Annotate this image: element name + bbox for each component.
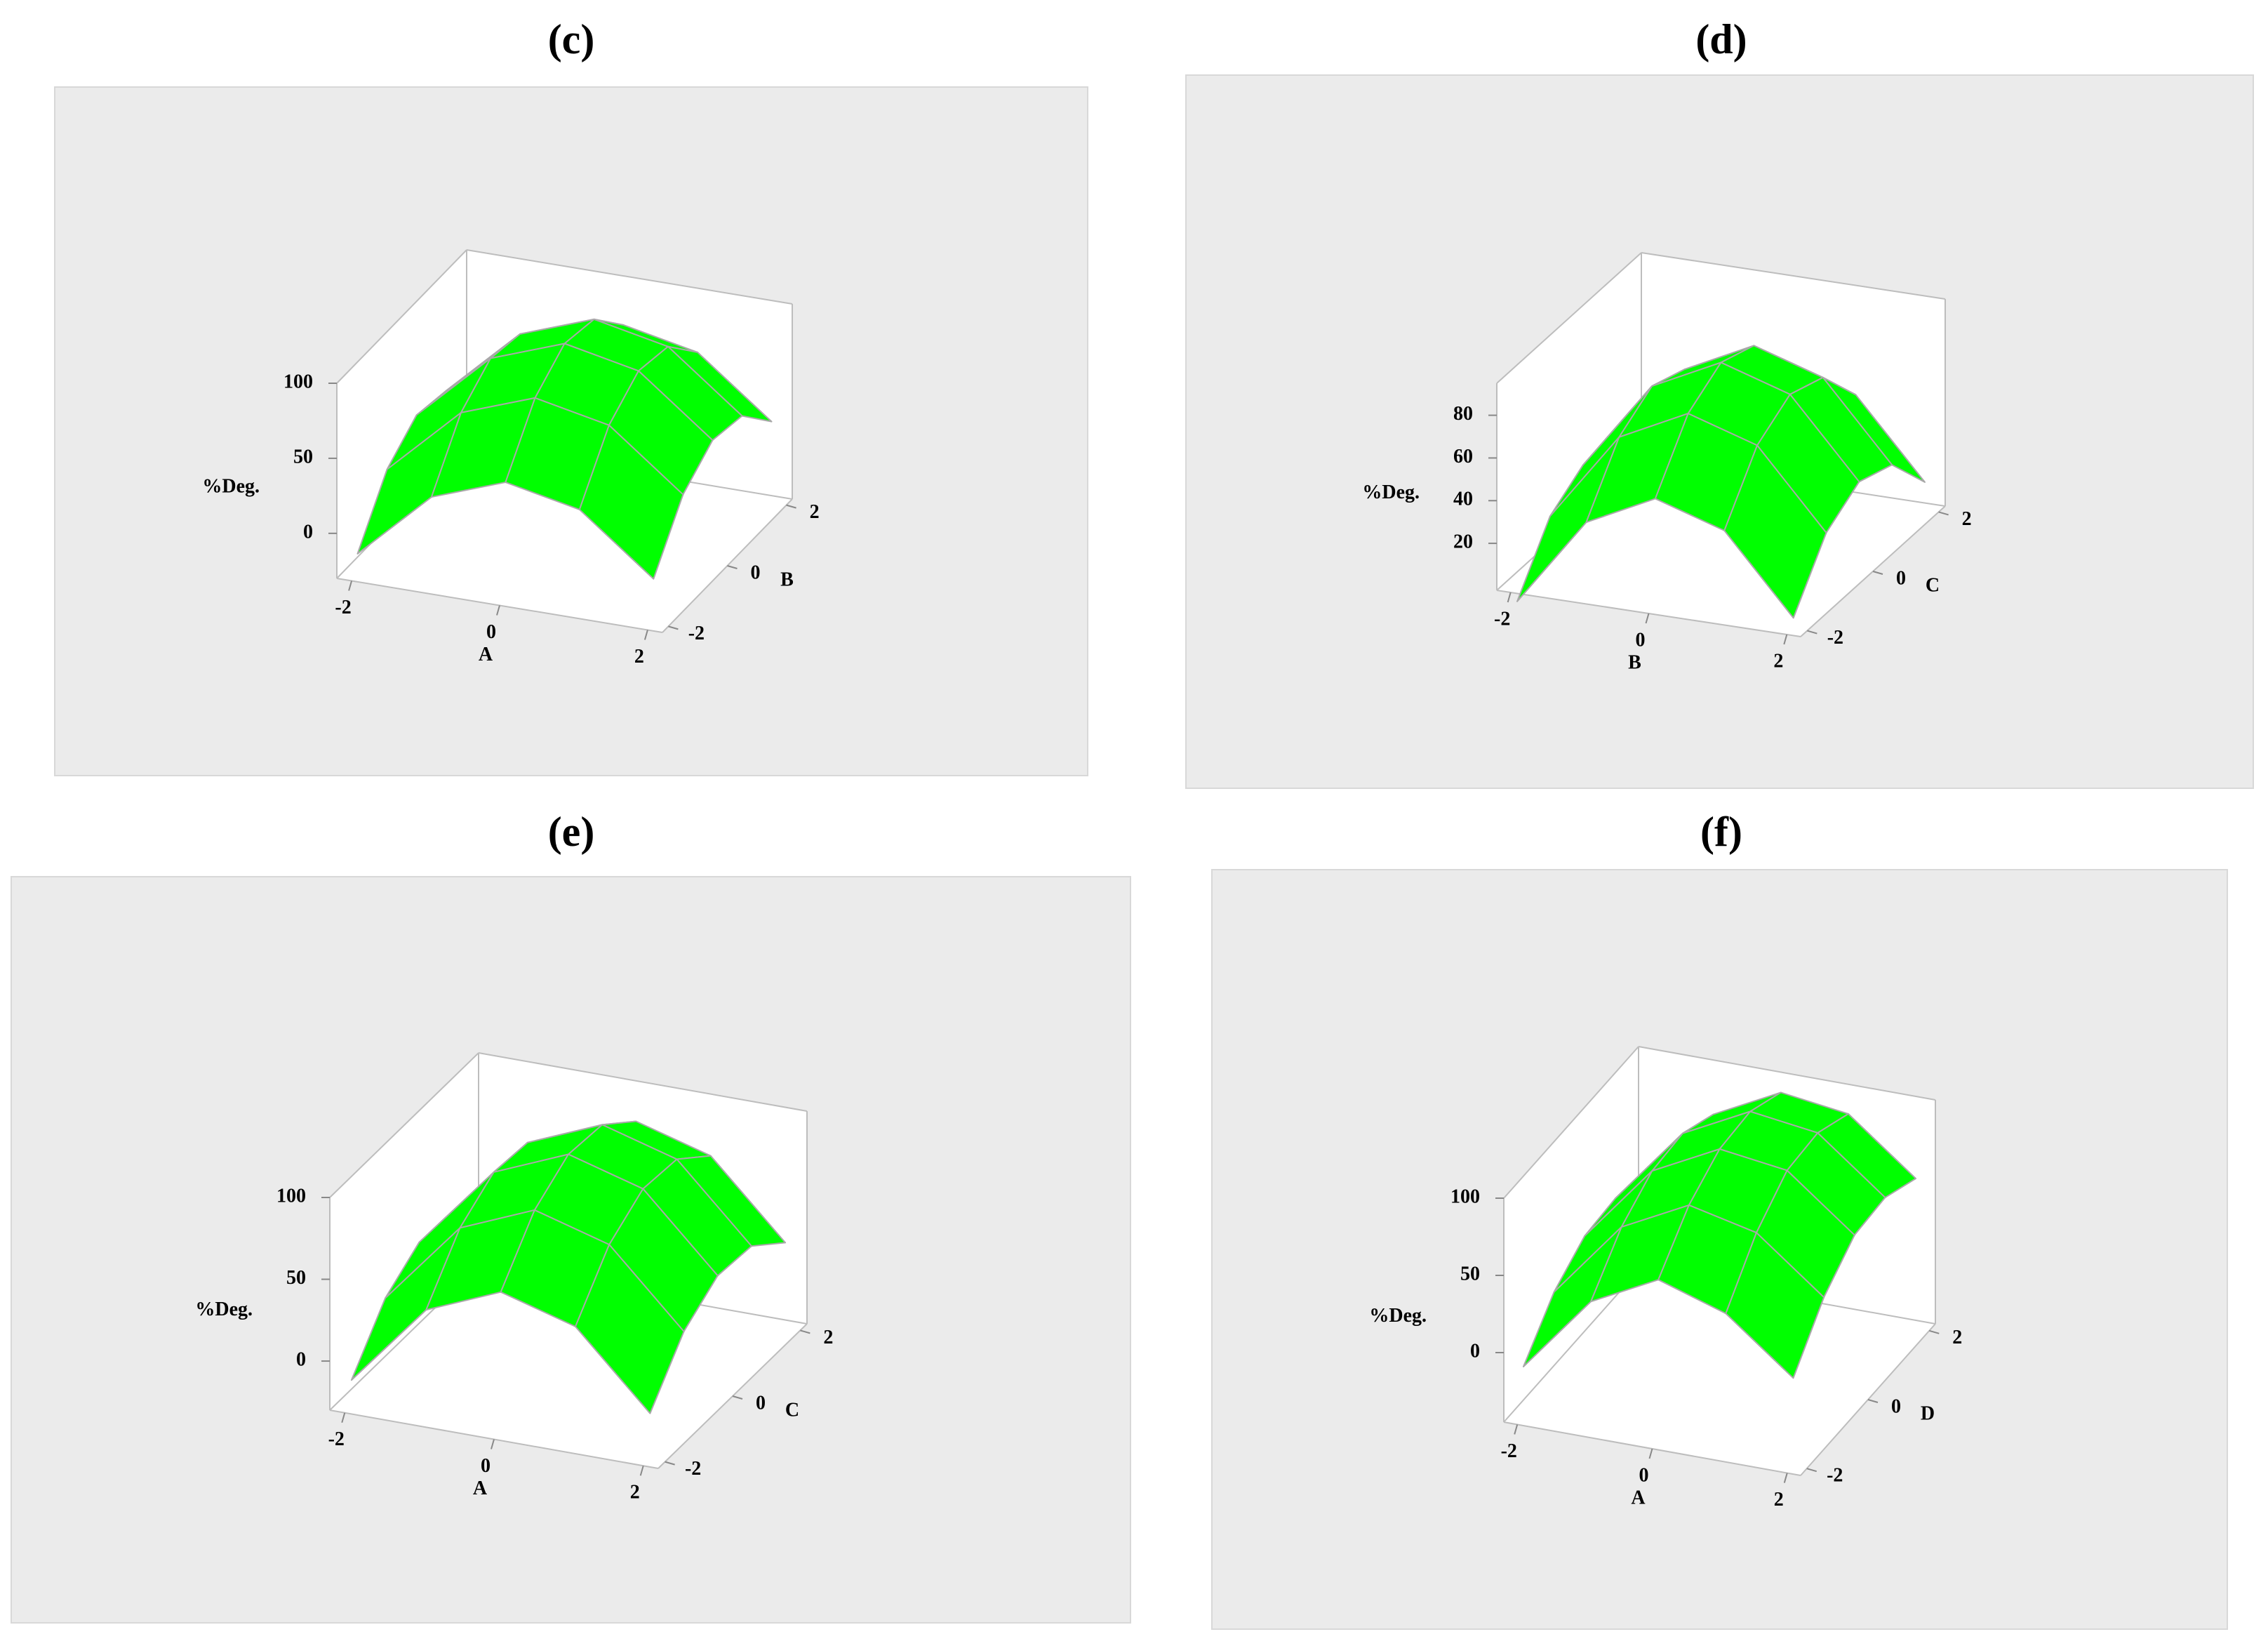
- y-tick-label: -2: [688, 623, 705, 644]
- y-tick-label: 2: [1952, 1327, 1962, 1348]
- y-tick-label: -2: [1827, 627, 1843, 649]
- z-tick-label: 100: [284, 371, 313, 392]
- z-tick-label: 0: [296, 1348, 306, 1370]
- surface-cell: [575, 1244, 685, 1414]
- x-tick: [341, 1412, 346, 1423]
- x-axis-label: A: [479, 644, 493, 665]
- z-axis-label: %Deg.: [195, 1299, 253, 1320]
- box-edge: [1641, 252, 1946, 300]
- y-tick-label: 0: [1891, 1395, 1901, 1417]
- x-tick-label: -2: [335, 597, 351, 618]
- panel-title: (f): [1700, 809, 1742, 855]
- box-edge: [1503, 1270, 1639, 1423]
- x-tick-label: -2: [1501, 1440, 1517, 1462]
- z-tick-label: 0: [1470, 1340, 1480, 1362]
- z-tick-label: 60: [1453, 446, 1473, 467]
- surface-cell: [1725, 1232, 1825, 1379]
- x-tick: [639, 1465, 644, 1476]
- y-tick-label: 0: [1896, 567, 1906, 589]
- y-tick: [1928, 1329, 1940, 1334]
- z-tick-label: 100: [276, 1185, 306, 1207]
- z-tick-label: 50: [293, 446, 313, 467]
- x-tick-label: 0: [1639, 1464, 1649, 1486]
- x-tick-label: 0: [481, 1455, 491, 1477]
- box-edge: [329, 1052, 479, 1198]
- y-tick-label: -2: [685, 1458, 701, 1480]
- x-tick: [643, 630, 648, 640]
- x-tick-label: -2: [328, 1428, 345, 1450]
- z-axis-label: %Deg.: [1369, 1305, 1427, 1327]
- box-edge: [478, 1052, 808, 1112]
- x-axis-label: B: [1628, 651, 1641, 673]
- y-tick: [1938, 511, 1949, 516]
- y-tick: [1807, 630, 1817, 635]
- x-tick-label: 0: [486, 621, 496, 643]
- x-axis-label: A: [1631, 1487, 1646, 1508]
- x-tick-label: 0: [1636, 629, 1646, 651]
- y-axis-label: C: [785, 1399, 799, 1421]
- x-tick: [1514, 1424, 1519, 1435]
- y-tick-label: 2: [823, 1327, 833, 1348]
- x-tick: [1507, 592, 1512, 603]
- surface-cell: [578, 424, 684, 580]
- x-tick: [1648, 1448, 1653, 1459]
- y-tick: [1872, 571, 1883, 575]
- box-edge: [1496, 252, 1642, 384]
- x-tick: [491, 1439, 495, 1449]
- z-tick-label: 50: [1460, 1263, 1480, 1285]
- z-tick-label: 0: [303, 521, 313, 543]
- z-tick-label: 40: [1453, 489, 1473, 510]
- x-tick-label: 2: [1773, 650, 1783, 672]
- x-tick: [1783, 1473, 1788, 1483]
- y-tick: [800, 1329, 811, 1334]
- y-tick: [727, 565, 738, 569]
- x-tick: [1645, 613, 1650, 624]
- z-axis-label: %Deg.: [202, 475, 260, 497]
- y-axis-label: C: [1926, 574, 1940, 596]
- x-tick-label: 2: [1774, 1489, 1784, 1511]
- x-tick: [1783, 634, 1788, 645]
- x-tick-label: -2: [1494, 608, 1510, 630]
- y-tick: [668, 625, 679, 630]
- y-axis-label: B: [780, 569, 794, 590]
- x-axis-label: A: [473, 1478, 488, 1499]
- z-tick-label: 100: [1450, 1186, 1480, 1207]
- y-tick-label: 0: [756, 1392, 766, 1414]
- y-tick: [665, 1461, 675, 1466]
- y-tick: [732, 1395, 743, 1400]
- y-tick: [1806, 1468, 1817, 1473]
- y-tick-label: 0: [751, 562, 761, 583]
- y-tick: [786, 504, 796, 509]
- panel-title: (e): [548, 809, 595, 855]
- x-tick-label: 2: [634, 646, 644, 668]
- z-tick-label: 50: [286, 1267, 306, 1289]
- panel-title: (c): [548, 16, 595, 62]
- y-tick-label: 2: [810, 501, 820, 523]
- x-tick: [496, 605, 500, 616]
- box-edge: [1638, 1046, 1936, 1101]
- x-tick-label: 2: [630, 1482, 640, 1504]
- panel-title: (d): [1695, 16, 1747, 62]
- y-tick-label: -2: [1827, 1465, 1843, 1487]
- y-axis-label: D: [1921, 1402, 1935, 1424]
- box-edge: [336, 249, 467, 384]
- y-tick: [1867, 1399, 1879, 1403]
- box-edge: [466, 249, 793, 305]
- z-tick-label: 20: [1453, 531, 1473, 553]
- box-edge: [1503, 1046, 1639, 1199]
- y-tick-label: 2: [1962, 508, 1972, 530]
- z-tick-label: 80: [1453, 403, 1473, 425]
- surface-cell: [1723, 444, 1827, 619]
- x-tick: [348, 580, 353, 591]
- z-axis-label: %Deg.: [1362, 482, 1420, 503]
